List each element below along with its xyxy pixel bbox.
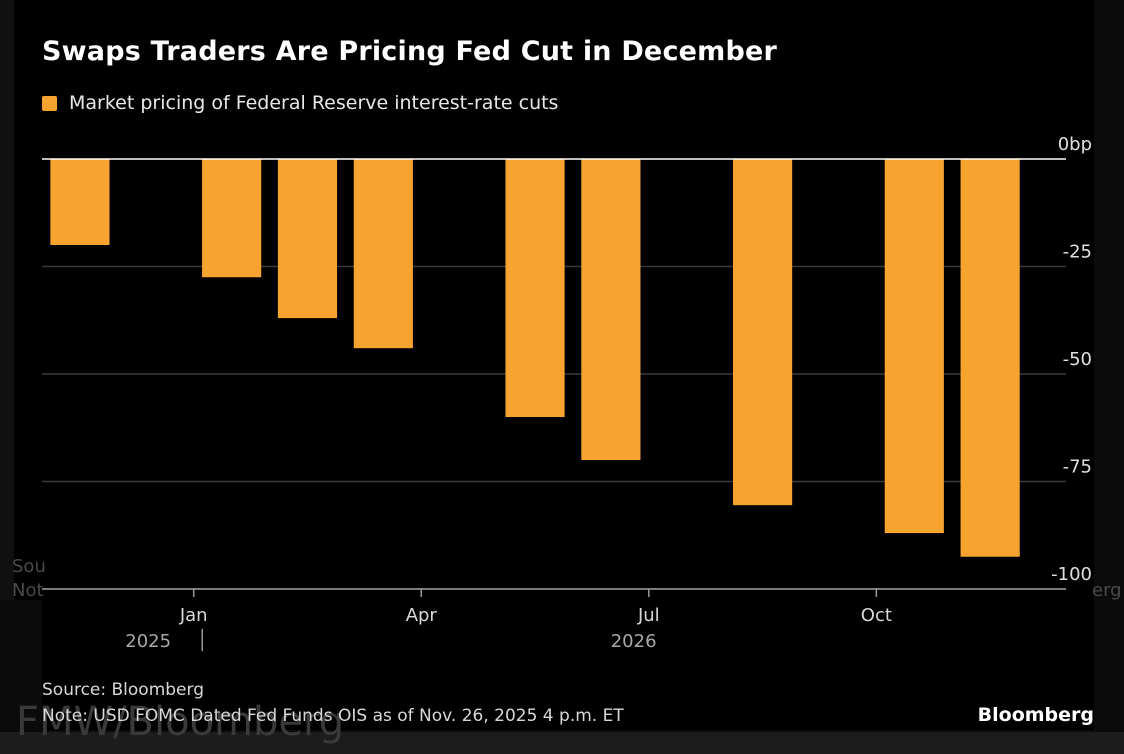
y-tick-label: -75 [1063, 457, 1092, 478]
source-text: Source: Bloomberg [42, 680, 204, 700]
background-fragment: erg [1092, 580, 1122, 601]
background-fragment: Sou [12, 556, 46, 577]
bar [50, 159, 110, 245]
background-fragment: Not [12, 580, 44, 601]
y-tick-label: 0bp [1058, 134, 1092, 155]
bar [505, 159, 565, 417]
bar [733, 159, 793, 506]
chart-footer-panel [42, 590, 1094, 730]
x-tick-label: Apr [406, 605, 438, 626]
bar [581, 159, 641, 460]
legend: Market pricing of Federal Reserve intere… [42, 92, 558, 114]
chart-title: Swaps Traders Are Pricing Fed Cut in Dec… [42, 36, 778, 67]
bottom-background-strip [0, 732, 1124, 754]
bar [202, 159, 262, 278]
x-tick-label: Jul [637, 605, 660, 626]
bar [353, 159, 413, 349]
y-tick-label: -25 [1063, 242, 1092, 263]
note-text: Note: USD FOMC Dated Fed Funds OIS as of… [42, 706, 624, 726]
y-tick-label: -100 [1051, 564, 1092, 585]
year-label: 2026 [611, 631, 657, 652]
y-tick-label: -50 [1063, 349, 1092, 370]
legend-label: Market pricing of Federal Reserve intere… [69, 92, 559, 114]
legend-swatch [42, 95, 57, 111]
x-tick-label: Jan [179, 605, 208, 626]
brand-logo: Bloomberg [977, 704, 1094, 726]
left-edge-strip [0, 0, 14, 600]
x-tick-label: Oct [861, 605, 892, 626]
bar [884, 159, 944, 534]
bar [277, 159, 338, 319]
year-label: 2025 [125, 631, 171, 652]
bar [960, 159, 1020, 557]
watermark: FMW/Bloomberg [16, 699, 345, 745]
